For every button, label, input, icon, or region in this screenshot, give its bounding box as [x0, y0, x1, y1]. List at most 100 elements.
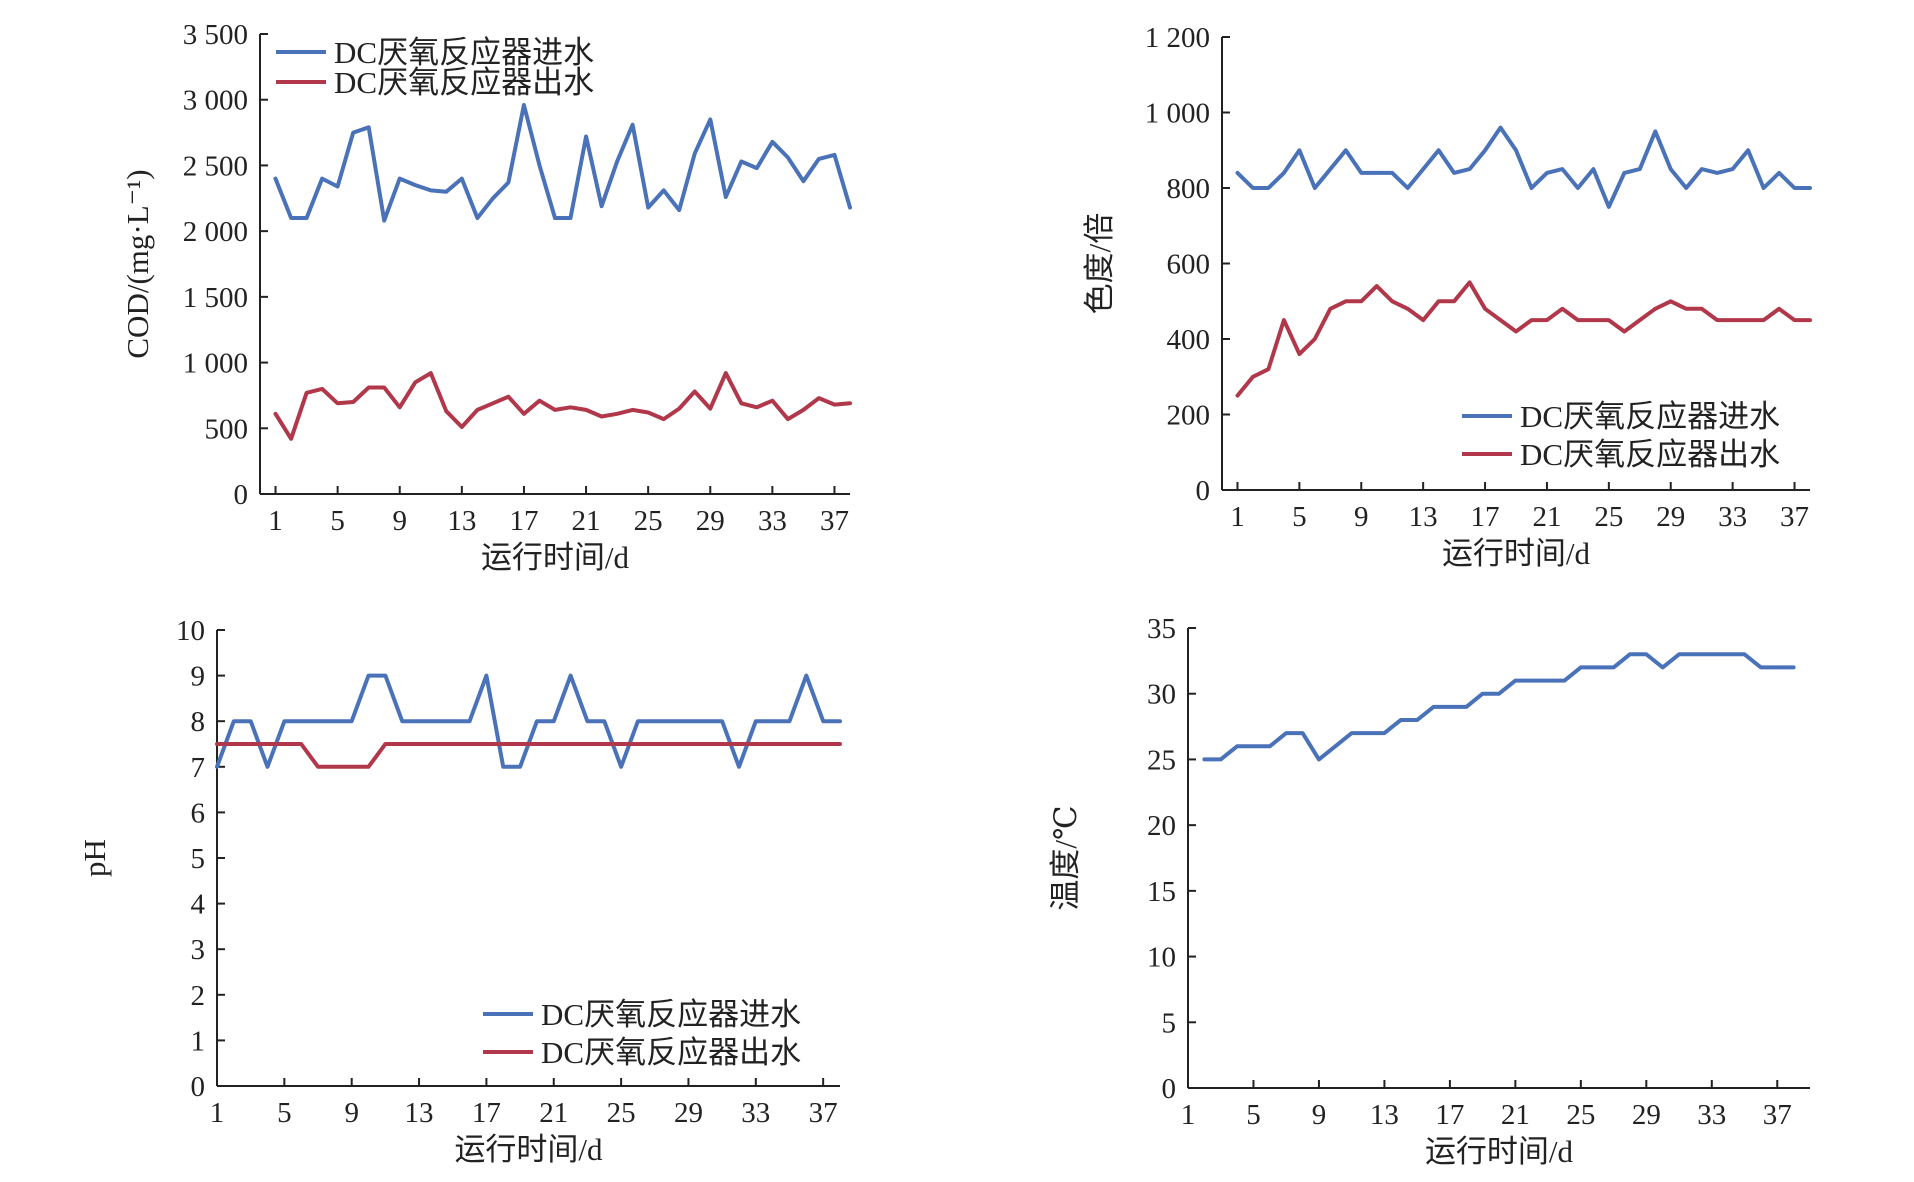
x-tick-label: 37: [1763, 1099, 1792, 1131]
x-tick-label: 25: [1566, 1099, 1595, 1131]
x-tick-label: 13: [1409, 501, 1438, 533]
x-tick-label: 17: [509, 505, 538, 537]
y-tick-label: 1: [191, 1025, 206, 1057]
y-tick-label: 800: [1167, 173, 1211, 205]
legend-label: DC厌氧反应器出水: [1520, 437, 1780, 472]
x-tick-label: 17: [1435, 1099, 1464, 1131]
series-line-inflow: [1235, 125, 1812, 209]
legend-label: DC厌氧反应器进水: [1520, 399, 1780, 434]
legend-label: DC厌氧反应器进水: [334, 35, 594, 70]
y-tick-label: 5: [191, 843, 206, 875]
x-tick-label: 1: [210, 1097, 225, 1129]
y-tick-label: 2 000: [183, 216, 248, 248]
x-tick-label: 33: [1697, 1099, 1726, 1131]
x-tick-label: 29: [1632, 1099, 1661, 1131]
y-tick-label: 3 000: [183, 85, 248, 117]
y-axis-title: COD/(mg·L⁻¹): [120, 169, 155, 358]
x-tick-label: 33: [741, 1097, 770, 1129]
x-tick-label: 29: [1656, 501, 1685, 533]
y-tick-label: 7: [191, 752, 206, 784]
x-tick-label: 17: [472, 1097, 501, 1129]
y-tick-label: 1 200: [1145, 22, 1210, 54]
x-tick-label: 5: [277, 1097, 292, 1129]
x-tick-label: 13: [447, 505, 476, 537]
y-tick-label: 3: [191, 934, 206, 966]
y-tick-label: 0: [1162, 1073, 1177, 1105]
y-axis-title: 温度/℃: [1048, 805, 1083, 910]
y-tick-label: 30: [1147, 679, 1176, 711]
x-tick-label: 13: [1370, 1099, 1399, 1131]
y-tick-label: 1 000: [183, 348, 248, 380]
y-tick-label: 3 500: [183, 19, 248, 51]
x-tick-label: 9: [1354, 501, 1369, 533]
x-tick-label: 37: [820, 505, 849, 537]
x-tick-label: 29: [674, 1097, 703, 1129]
series-line-outflow: [273, 371, 852, 441]
x-tick-label: 21: [1501, 1099, 1530, 1131]
y-tick-label: 5: [1162, 1007, 1177, 1039]
chart-color: 0 200 400 600 800 1 000 1 200 1 5 9 13 17 21 25 29 33 37…: [1082, 22, 1812, 571]
y-tick-label: 1 500: [183, 282, 248, 314]
legend-label: DC厌氧反应器出水: [541, 1035, 801, 1070]
y-tick-label: 400: [1167, 324, 1211, 356]
x-tick-label: 5: [1292, 501, 1307, 533]
x-axis-title: 运行时间/d: [1442, 536, 1591, 571]
y-tick-label: 0: [234, 479, 249, 511]
x-tick-label: 25: [607, 1097, 636, 1129]
y-tick-label: 8: [191, 706, 206, 738]
x-tick-label: 5: [1246, 1099, 1261, 1131]
x-tick-label: 21: [539, 1097, 568, 1129]
y-tick-label: 600: [1167, 249, 1211, 281]
y-axis-title: 色度/倍: [1082, 213, 1117, 315]
y-tick-label: 10: [176, 615, 205, 647]
y-tick-label: 35: [1147, 613, 1176, 645]
y-tick-label: 500: [205, 413, 249, 445]
y-tick-label: 10: [1147, 942, 1176, 974]
x-tick-label: 33: [1718, 501, 1747, 533]
x-tick-label: 37: [809, 1097, 838, 1129]
x-axis-title: 运行时间/d: [454, 1132, 603, 1167]
y-tick-label: 9: [191, 661, 206, 693]
x-tick-label: 17: [1471, 501, 1500, 533]
y-axis-title: pH: [77, 839, 112, 877]
series-line-outflow: [1235, 280, 1812, 398]
x-axis-title: 运行时间/d: [481, 540, 630, 575]
x-tick-label: 25: [634, 505, 663, 537]
x-tick-label: 13: [405, 1097, 434, 1129]
series-line-outflow: [215, 742, 842, 769]
x-axis-title: 运行时间/d: [1425, 1134, 1574, 1169]
y-tick-label: 2 500: [183, 150, 248, 182]
series-line-inflow: [215, 673, 842, 769]
x-tick-label: 9: [344, 1097, 359, 1129]
x-tick-label: 33: [758, 505, 787, 537]
y-tick-label: 25: [1147, 744, 1176, 776]
series-line-inflow: [273, 103, 852, 223]
x-tick-label: 5: [330, 505, 345, 537]
legend-label: DC厌氧反应器出水: [334, 65, 594, 100]
y-tick-label: 15: [1147, 876, 1176, 908]
y-tick-label: 200: [1167, 400, 1211, 432]
y-tick-label: 2: [191, 980, 206, 1012]
x-tick-label: 21: [1532, 501, 1561, 533]
x-tick-label: 9: [1312, 1099, 1327, 1131]
legend-label: DC厌氧反应器进水: [541, 997, 801, 1032]
x-tick-label: 1: [1181, 1099, 1196, 1131]
x-tick-label: 21: [572, 505, 601, 537]
x-tick-label: 9: [392, 505, 407, 537]
y-tick-label: 20: [1147, 810, 1176, 842]
x-tick-label: 29: [696, 505, 725, 537]
series-line-inflow: [1202, 652, 1796, 762]
y-tick-label: 4: [191, 889, 206, 921]
y-tick-label: 6: [191, 797, 206, 829]
x-tick-label: 1: [1230, 501, 1245, 533]
chart-cod: 0 500 1 000 1 500 2 000 2 500 3 000 3 500 1 5 9 13 1…: [120, 19, 852, 575]
y-tick-label: 0: [1196, 475, 1211, 507]
y-tick-label: 1 000: [1145, 98, 1210, 130]
y-tick-label: 0: [191, 1071, 206, 1103]
x-tick-label: 25: [1594, 501, 1623, 533]
x-tick-label: 37: [1780, 501, 1809, 533]
x-tick-label: 1: [268, 505, 283, 537]
